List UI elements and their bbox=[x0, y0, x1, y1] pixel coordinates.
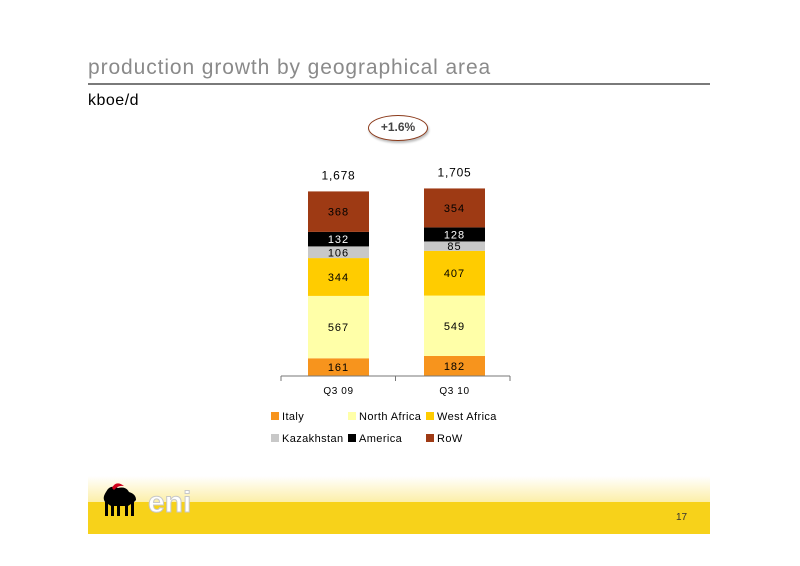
title-divider bbox=[88, 83, 710, 85]
page-number: 17 bbox=[676, 512, 688, 523]
legend-label: RoW bbox=[437, 433, 463, 445]
data-label: 567 bbox=[328, 322, 349, 334]
bar-segment bbox=[424, 227, 485, 242]
page-title: production growth by geographical area bbox=[88, 56, 492, 79]
legend-swatch bbox=[426, 412, 434, 420]
bar-segment bbox=[424, 355, 485, 376]
legend-swatch bbox=[348, 434, 356, 442]
bar-segment bbox=[308, 191, 369, 232]
data-label: 85 bbox=[447, 241, 461, 253]
growth-badge: +1.6% bbox=[368, 115, 428, 141]
logo-wordmark: eni bbox=[148, 486, 191, 519]
legend-label: Italy bbox=[282, 411, 305, 423]
unit-label: kboe/d bbox=[88, 92, 140, 109]
legend-swatch bbox=[348, 412, 356, 420]
legend-item: West Africa bbox=[426, 411, 497, 423]
data-label: 106 bbox=[328, 247, 349, 259]
legend-item: RoW bbox=[426, 433, 463, 445]
footer-band bbox=[88, 502, 710, 534]
total-label: 1,678 bbox=[321, 168, 355, 182]
legend-item: Kazakhstan bbox=[271, 433, 343, 445]
bar-segment bbox=[308, 231, 369, 247]
bar-segment bbox=[308, 246, 369, 259]
data-label: 132 bbox=[328, 234, 349, 246]
legend-item: North Africa bbox=[348, 411, 421, 423]
bar-segment bbox=[424, 241, 485, 251]
legend-swatch bbox=[426, 434, 434, 442]
footer-fade bbox=[88, 476, 710, 502]
data-label: 161 bbox=[328, 362, 349, 374]
legend-label: Kazakhstan bbox=[282, 433, 344, 445]
legend-item: Italy bbox=[271, 411, 304, 423]
data-label: 128 bbox=[444, 229, 465, 241]
legend-label: North Africa bbox=[359, 411, 422, 423]
category-label: Q3 10 bbox=[439, 386, 469, 397]
bar-segment bbox=[308, 358, 369, 376]
bar-segment bbox=[308, 258, 369, 296]
legend-label: America bbox=[359, 433, 403, 445]
data-label: 354 bbox=[444, 203, 465, 215]
data-label: 182 bbox=[444, 361, 465, 373]
data-label: 549 bbox=[444, 321, 465, 333]
data-label: 368 bbox=[328, 207, 349, 219]
legend-label: West Africa bbox=[437, 411, 497, 423]
data-label: 407 bbox=[444, 268, 465, 280]
data-label: 344 bbox=[328, 272, 349, 284]
legend-swatch bbox=[271, 412, 279, 420]
six-legged-dog-icon bbox=[103, 483, 136, 516]
legend-item: America bbox=[348, 433, 402, 445]
category-label: Q3 09 bbox=[323, 386, 353, 397]
bar-segment bbox=[308, 295, 369, 359]
total-label: 1,705 bbox=[437, 165, 471, 179]
bar-segment bbox=[424, 250, 485, 296]
legend-swatch bbox=[271, 434, 279, 442]
bar-segment bbox=[424, 188, 485, 228]
eni-logo: eni bbox=[103, 483, 192, 520]
bar-segment bbox=[424, 295, 485, 356]
